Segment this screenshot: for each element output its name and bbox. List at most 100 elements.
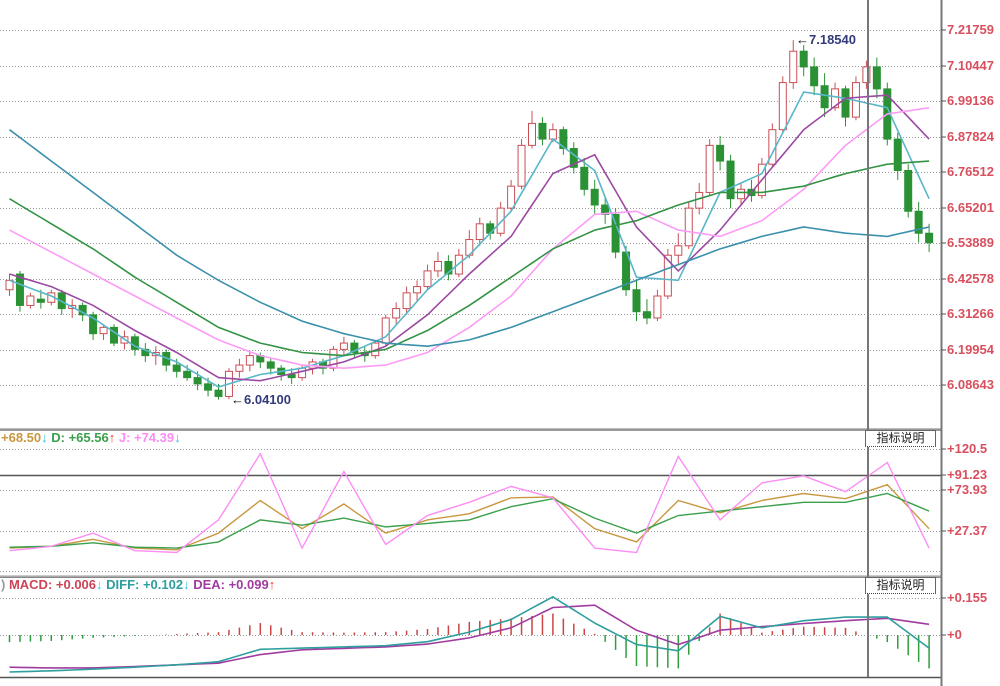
candle-body: [789, 50, 798, 84]
kdj-line-J: [9, 452, 930, 554]
candle-body: [841, 88, 850, 118]
candle-body: [15, 273, 24, 306]
kdj-value-segment: J: +74.39: [115, 430, 175, 445]
overlay-line-ma-slow-green: [9, 160, 930, 357]
kdj-axis-label: +27.37: [947, 523, 988, 538]
price-axis-label: 6.19954: [947, 342, 994, 357]
candle-body: [266, 361, 275, 369]
kdj-indicator-help-button[interactable]: 指标说明: [865, 430, 936, 447]
candle-body: [517, 144, 526, 187]
candle-body: [475, 223, 484, 241]
candle-body: [89, 314, 98, 335]
macd-axis-label: +0.155: [947, 590, 988, 605]
candle-body: [36, 298, 45, 303]
candle-body: [339, 342, 348, 350]
candle-body: [548, 129, 557, 140]
candle-body: [413, 286, 422, 294]
overlay-line-ma-mid-purple: [9, 94, 930, 382]
candle-body: [904, 169, 913, 212]
price-axis-label: 6.53889: [947, 235, 994, 250]
macd-indicator-values: ) MACD: +0.006↓ DIFF: +0.102↓ DEA: +0.09…: [1, 577, 275, 593]
candle-body: [893, 138, 902, 171]
candle-body: [433, 260, 442, 272]
candle-body: [810, 66, 819, 87]
candle-body: [507, 185, 516, 209]
candle-body: [538, 122, 547, 140]
candle-body: [214, 389, 223, 397]
price-axis-label: 6.42578: [947, 271, 994, 286]
gridlines: [0, 30, 941, 636]
macd-value-segment: DIFF: +0.102: [102, 577, 184, 592]
candle-body: [183, 370, 192, 379]
candle-body: [632, 289, 641, 313]
overlay-line-ma-fast-cyan: [9, 91, 930, 388]
candle-body: [172, 364, 181, 372]
price-axis-label: 6.99136: [947, 93, 994, 108]
high-price-annotation: ←7.18540: [796, 32, 856, 47]
price-axis-label: 6.31266: [947, 306, 994, 321]
kdj-axis-label: +91.23: [947, 467, 988, 482]
price-axis-label: 6.87824: [947, 129, 994, 144]
macd-value-segment: ↓: [96, 577, 103, 592]
candle-body: [726, 160, 735, 200]
macd-indicator-help-button[interactable]: 指标说明: [865, 577, 936, 594]
price-axis-label: 6.76512: [947, 164, 994, 179]
macd-value-segment: ): [1, 577, 9, 592]
candle-body: [204, 383, 213, 391]
kdj-value-segment: ↓: [174, 430, 181, 445]
macd-value-segment: MACD: +0.006: [8, 577, 97, 592]
price-axis-label: 6.65201: [947, 200, 994, 215]
macd-axis-label: +0: [947, 627, 962, 642]
overlay-line-ma-20-pink: [9, 106, 930, 370]
kdj-value-segment: D: +65.56: [47, 430, 109, 445]
candle-body: [245, 355, 254, 366]
arrow-left-icon: ←: [796, 32, 809, 47]
candle-body: [674, 245, 683, 256]
candle-body: [580, 166, 589, 190]
low-price-value: 6.04100: [244, 392, 291, 407]
candle-body: [611, 213, 620, 253]
candle-body: [298, 367, 307, 379]
candle-body: [601, 204, 610, 215]
kdj-value-segment: +68.50: [1, 430, 42, 445]
price-axis-label: 7.10447: [947, 58, 994, 73]
candle-body: [392, 308, 401, 319]
candle-body: [496, 207, 505, 234]
candle-body: [193, 377, 202, 385]
kdj-axis-label: +73.93: [947, 482, 988, 497]
candle-body: [381, 317, 390, 344]
arrow-left-icon: ←: [231, 392, 244, 407]
candle-body: [716, 144, 725, 162]
candle-body: [914, 210, 923, 234]
candle-body: [402, 292, 411, 310]
candle-body: [528, 122, 536, 146]
candle-body: [653, 295, 662, 319]
candle-body: [642, 311, 651, 319]
candle-body: [820, 85, 829, 109]
candle-body: [684, 207, 693, 247]
kdj-line-D: [9, 492, 930, 549]
candle-body: [423, 270, 432, 288]
macd-value-segment: DEA: +0.099: [189, 577, 269, 592]
candle-body: [862, 66, 871, 84]
candle-body: [350, 342, 359, 353]
macd-value-segment: ↑: [268, 577, 276, 592]
kdj-axis-label: +120.5: [947, 441, 988, 456]
macd-value-segment: ↓: [183, 577, 190, 592]
candle-body: [737, 188, 745, 200]
macd-line-DIFF: [9, 595, 930, 673]
kdj-value-segment: ↓: [41, 430, 48, 445]
candle-body: [486, 223, 495, 234]
overlay-line-ma-slowest-teal: [9, 129, 930, 348]
candle-body: [705, 144, 714, 193]
candle-body: [99, 326, 108, 335]
kdj-line-K: [9, 483, 930, 551]
candle-body: [872, 66, 881, 90]
candle-body: [925, 232, 934, 244]
candle-body: [444, 260, 453, 275]
kdj-value-segment: ↑: [108, 430, 116, 445]
low-price-annotation: ←6.04100: [231, 392, 291, 407]
